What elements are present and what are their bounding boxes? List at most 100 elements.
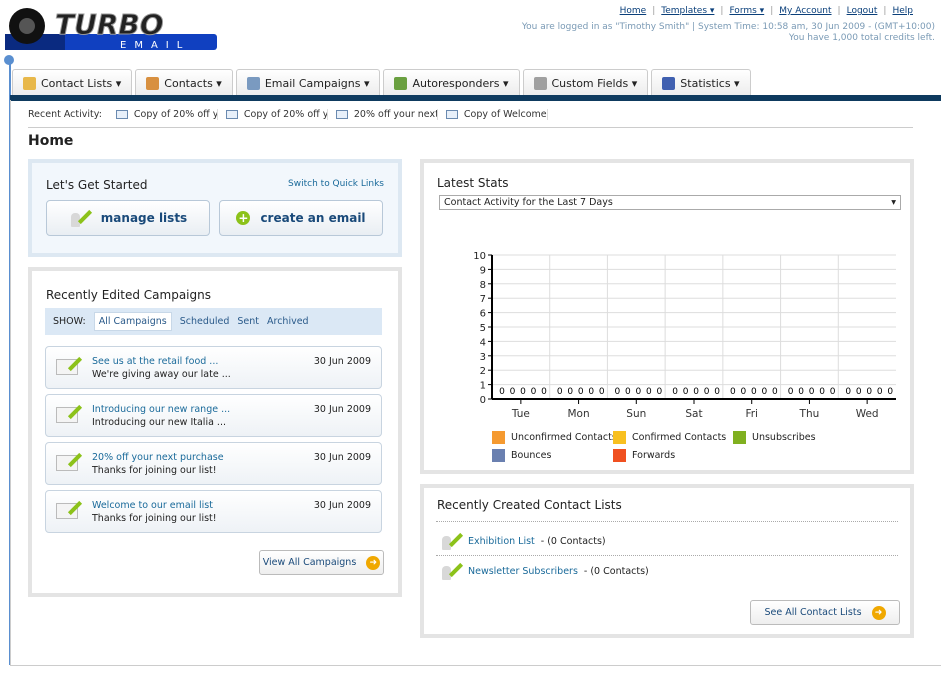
data-label: 0 bbox=[819, 387, 825, 397]
recent-activity-item[interactable]: Copy of 20% off yo bbox=[218, 109, 328, 120]
decorative-dot bbox=[4, 55, 14, 65]
tab-contacts[interactable]: Contacts ▾ bbox=[135, 69, 233, 96]
campaign-title[interactable]: Welcome to our email list bbox=[92, 500, 213, 511]
switch-quick-links-link[interactable]: Switch to Quick Links bbox=[288, 179, 384, 189]
manage-lists-button[interactable]: manage lists bbox=[46, 200, 210, 236]
main-nav-tabs: Contact Lists ▾ Contacts ▾ Email Campaigns… bbox=[12, 69, 751, 96]
divider bbox=[28, 127, 913, 128]
tab-statistics[interactable]: Statistics ▾ bbox=[651, 69, 751, 96]
data-label: 0 bbox=[636, 387, 642, 397]
top-links: Home | Templates ▾ | Forms ▾ | My Account | Logo… bbox=[620, 6, 913, 16]
top-link-3[interactable]: My Account bbox=[779, 6, 832, 16]
create-email-button[interactable]: + create an email bbox=[219, 200, 383, 236]
recent-activity-item[interactable]: Copy of 20% off yo bbox=[108, 109, 218, 120]
data-label: 0 bbox=[541, 387, 547, 397]
contact-list-icon bbox=[440, 560, 462, 582]
data-label: 0 bbox=[599, 387, 605, 397]
x-tick-label: Tue bbox=[511, 408, 530, 420]
data-label: 0 bbox=[714, 387, 720, 397]
stats-period-select[interactable]: Contact Activity for the Last 7 Days ▾ bbox=[439, 195, 901, 210]
y-tick-label: 7 bbox=[480, 294, 486, 305]
campaign-date: 30 Jun 2009 bbox=[313, 404, 371, 415]
legend-swatch bbox=[733, 431, 746, 444]
see-all-contact-lists-button[interactable]: See All Contact Lists ➜ bbox=[750, 600, 900, 625]
data-label: 0 bbox=[567, 387, 573, 397]
legend-item: Confirmed Contacts bbox=[613, 431, 726, 444]
arrow-right-icon: ➜ bbox=[871, 605, 886, 620]
top-link-1[interactable]: Templates ▾ bbox=[661, 6, 715, 16]
campaign-edit-icon bbox=[56, 455, 78, 471]
filter-archived[interactable]: Archived bbox=[267, 316, 309, 327]
campaign-title[interactable]: See us at the retail food ... bbox=[92, 356, 219, 367]
select-value: Contact Activity for the Last 7 Days bbox=[444, 197, 613, 208]
campaign-title[interactable]: Introducing our new range ... bbox=[92, 404, 231, 415]
top-link-0[interactable]: Home bbox=[619, 6, 647, 16]
recent-activity-item[interactable]: 20% off your next p bbox=[328, 109, 438, 120]
campaign-item[interactable]: 20% off your next purchase Thanks for joi… bbox=[45, 442, 382, 485]
top-link-2[interactable]: Forms ▾ bbox=[729, 6, 765, 16]
filter-scheduled[interactable]: Scheduled bbox=[179, 316, 230, 327]
campaign-desc: We're giving away our late ... bbox=[92, 369, 231, 380]
legend-swatch bbox=[613, 449, 626, 462]
campaign-title[interactable]: 20% off your next purchase bbox=[92, 452, 224, 463]
recent-campaigns-panel: Recently Edited Campaigns SHOW: All Camp… bbox=[28, 267, 402, 597]
campaign-desc: Thanks for joining our list! bbox=[92, 513, 217, 524]
x-tick-label: Fri bbox=[745, 408, 758, 420]
top-link-5[interactable]: Help bbox=[892, 6, 913, 16]
contact-list-name[interactable]: Newsletter Subscribers bbox=[468, 565, 578, 577]
campaign-item[interactable]: Introducing our new range ... Introducing… bbox=[45, 394, 382, 437]
data-label: 0 bbox=[772, 387, 778, 397]
turbo-email-logo[interactable]: TURBO EMAIL bbox=[5, 6, 220, 52]
data-label: 0 bbox=[788, 387, 794, 397]
show-label: SHOW: bbox=[53, 316, 86, 327]
legend-item: Bounces bbox=[492, 449, 551, 462]
legend-swatch bbox=[492, 449, 505, 462]
data-label: 0 bbox=[499, 387, 505, 397]
tab-custom-fields[interactable]: Custom Fields ▾ bbox=[522, 69, 649, 96]
contact-list-name[interactable]: Exhibition List bbox=[468, 535, 535, 547]
autoresponder-icon bbox=[394, 76, 408, 90]
tab-label: Contact Lists ▾ bbox=[41, 76, 122, 90]
recent-activity-item[interactable]: Copy of Welcome to bbox=[438, 109, 548, 120]
tab-contact-lists[interactable]: Contact Lists ▾ bbox=[12, 69, 133, 96]
data-label: 0 bbox=[683, 387, 689, 397]
y-tick-label: 4 bbox=[480, 337, 486, 348]
envelope-icon bbox=[225, 110, 238, 119]
top-link-4[interactable]: Logout bbox=[846, 6, 878, 16]
filter-all-campaigns[interactable]: All Campaigns bbox=[93, 312, 172, 331]
view-all-campaigns-button[interactable]: View All Campaigns ➜ bbox=[259, 550, 384, 575]
data-label: 0 bbox=[657, 387, 663, 397]
data-label: 0 bbox=[520, 387, 526, 397]
campaign-item[interactable]: Welcome to our email list Thanks for join… bbox=[45, 490, 382, 533]
data-label: 0 bbox=[510, 387, 516, 397]
dropdown-arrow-icon: ▾ bbox=[891, 197, 896, 208]
campaign-desc: Introducing our new Italia ... bbox=[92, 417, 226, 428]
statistics-icon bbox=[662, 76, 676, 90]
campaign-date: 30 Jun 2009 bbox=[313, 356, 371, 367]
data-label: 0 bbox=[751, 387, 757, 397]
legend-swatch bbox=[613, 431, 626, 444]
tab-label: Contacts ▾ bbox=[164, 76, 222, 90]
y-tick-label: 1 bbox=[480, 381, 486, 392]
tab-envelope[interactable]: Email Campaigns ▾ bbox=[235, 69, 381, 96]
data-label: 0 bbox=[615, 387, 621, 397]
data-label: 0 bbox=[625, 387, 631, 397]
legend-item: Forwards bbox=[613, 449, 675, 462]
divider bbox=[436, 521, 898, 522]
x-tick-label: Thu bbox=[799, 408, 820, 420]
legend-label: Unconfirmed Contacts bbox=[511, 432, 617, 443]
data-label: 0 bbox=[730, 387, 736, 397]
legend-label: Confirmed Contacts bbox=[632, 432, 727, 443]
panel-title: Let's Get Started bbox=[46, 178, 148, 192]
legend-label: Forwards bbox=[632, 450, 676, 461]
filter-sent[interactable]: Sent bbox=[237, 316, 260, 327]
tab-label: Statistics ▾ bbox=[680, 76, 740, 90]
tab-autoresponder[interactable]: Autoresponders ▾ bbox=[383, 69, 520, 96]
legend-label: Unsubscribes bbox=[752, 432, 816, 443]
campaign-item[interactable]: See us at the retail food ... We're givin… bbox=[45, 346, 382, 389]
data-label: 0 bbox=[578, 387, 584, 397]
x-tick-label: Mon bbox=[568, 408, 590, 420]
recent-activity-text: Copy of Welcome to bbox=[463, 109, 547, 120]
recent-activity-label: Recent Activity: bbox=[28, 109, 102, 120]
